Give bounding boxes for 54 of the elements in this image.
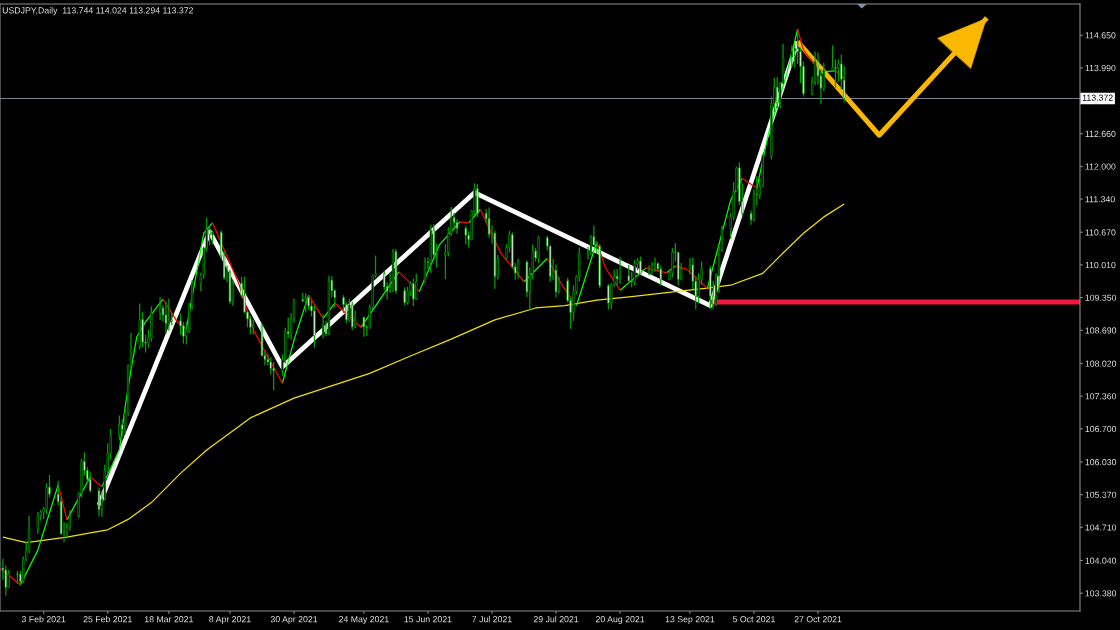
- y-tick-label: 105.370: [1085, 491, 1117, 498]
- candlestick: [89, 471, 92, 493]
- candlestick: [208, 227, 211, 247]
- candlestick: [476, 183, 479, 218]
- candlestick: [659, 264, 662, 287]
- candlestick: [36, 511, 39, 535]
- x-tick-label: 30 Apr 2021: [270, 616, 318, 625]
- x-tick-label: 29 Jul 2021: [533, 615, 579, 623]
- x-tick-label: 13 Sep 2021: [665, 616, 715, 625]
- y-tick-label: 114.650: [1085, 32, 1116, 39]
- candlestick: [464, 225, 467, 246]
- candlestick: [793, 43, 796, 68]
- candlestick: [272, 361, 275, 391]
- x-tick-label: 18 Mar 2021: [144, 616, 193, 623]
- y-tick-label: 111.340: [1085, 196, 1115, 203]
- y-tick-label: 106.700: [1085, 425, 1117, 433]
- chart-title: USDJPY,Daily 113.744 114.024 113.294 113.372: [2, 7, 194, 16]
- y-tick-label: 106.030: [1085, 459, 1117, 466]
- x-tick-label: 25 Feb 2021: [83, 615, 132, 623]
- y-tick-label: 107.360: [1085, 393, 1117, 400]
- y-tick-label: 109.350: [1085, 294, 1117, 301]
- candlestick: [517, 257, 520, 280]
- x-tick-label: 27 Oct 2021: [794, 616, 842, 623]
- x-tick-label: 20 Aug 2021: [595, 616, 645, 625]
- x-tick-label: 5 Oct 2021: [732, 616, 775, 623]
- candlestick: [167, 297, 170, 332]
- candlestick: [412, 278, 415, 307]
- candlestick: [639, 255, 642, 275]
- candlestick: [776, 76, 779, 110]
- y-tick-label: 110.670: [1085, 229, 1116, 236]
- candlestick: [790, 44, 793, 68]
- candlestick: [348, 298, 351, 323]
- x-tick-label: 15 Jun 2021: [404, 616, 452, 623]
- x-tick-label: 24 May 2021: [339, 616, 389, 625]
- y-tick-label: 108.020: [1085, 360, 1117, 367]
- y-tick-label: 112.660: [1085, 130, 1116, 137]
- candlestick: [403, 286, 406, 307]
- y-tick-label: 112.000: [1085, 163, 1116, 170]
- x-tick-label: 3 Feb 2021: [21, 615, 66, 623]
- y-tick-label: 104.040: [1085, 557, 1117, 564]
- candlestick: [627, 264, 630, 285]
- ref-line-label: 113.372: [1082, 94, 1113, 101]
- candlestick: [671, 247, 674, 278]
- y-tick-label: 104.710: [1085, 524, 1117, 531]
- candlestick: [607, 283, 610, 311]
- y-tick-label: 108.690: [1085, 327, 1117, 334]
- candlestick: [211, 230, 214, 245]
- x-tick-label: 8 Apr 2021: [209, 616, 251, 625]
- y-tick-label: 103.380: [1085, 590, 1117, 597]
- y-tick-label: 110.010: [1085, 261, 1116, 269]
- x-tick-label: 7 Jul 2021: [472, 615, 512, 623]
- candlestick: [618, 256, 622, 285]
- candlestick: [834, 58, 837, 89]
- y-tick-label: 113.990: [1085, 64, 1116, 72]
